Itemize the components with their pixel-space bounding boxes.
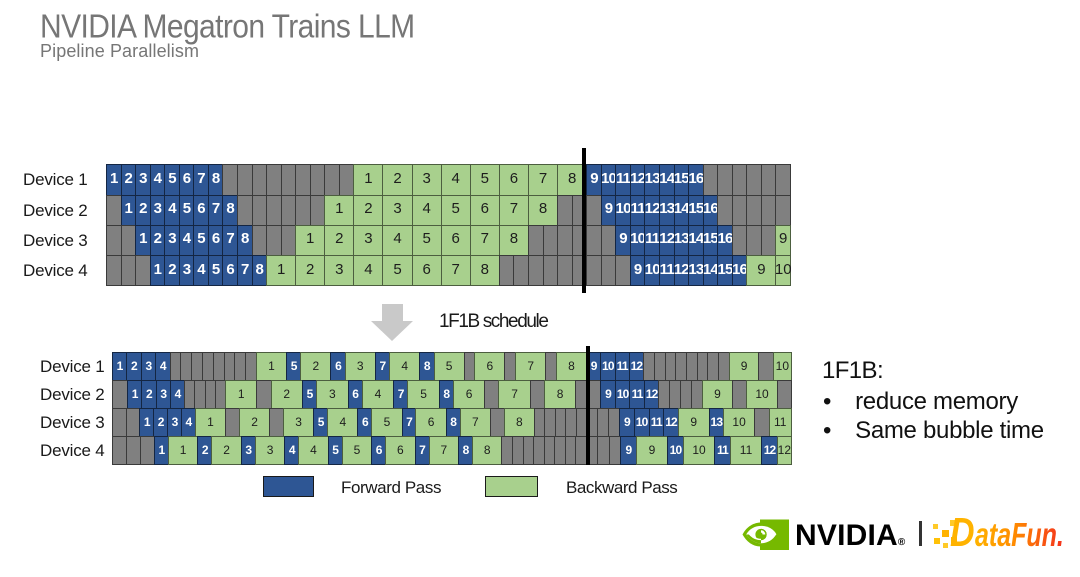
svg-text:ataFun.: ataFun.	[975, 518, 1064, 554]
svg-text:D: D	[950, 512, 975, 555]
